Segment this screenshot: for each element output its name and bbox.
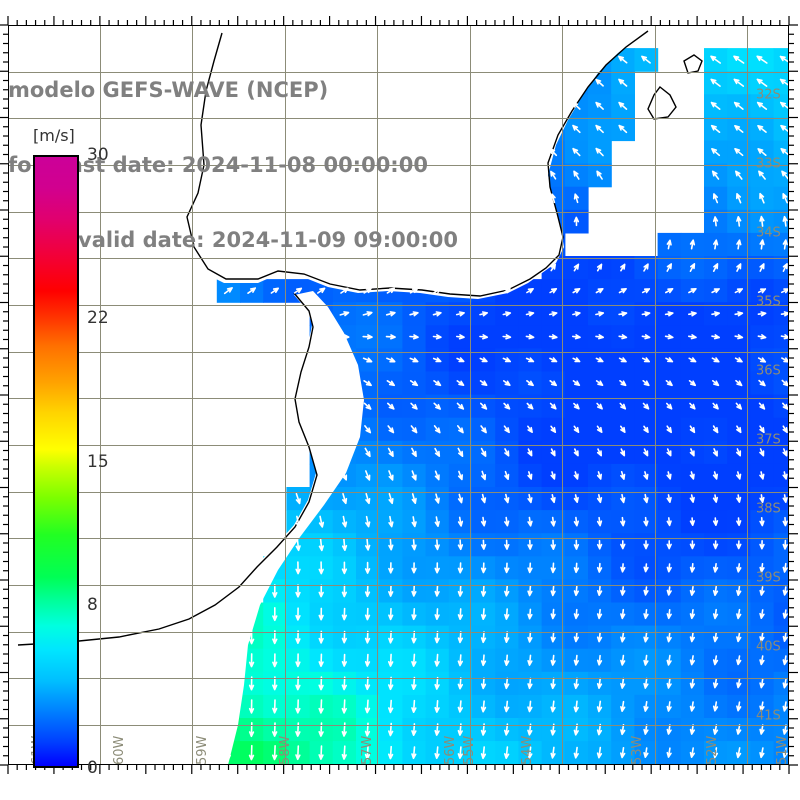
colorbar-gradient[interactable]	[33, 155, 79, 768]
lon-label-59W: 59W	[195, 735, 210, 765]
lat-label-39S: 39S	[756, 570, 781, 586]
lat-label-37S: 37S	[756, 432, 781, 448]
colorbar-tick-30: 30	[87, 145, 109, 165]
lon-label-55W: 55W	[462, 735, 477, 765]
map-canvas	[8, 25, 789, 765]
lon-label-57W: 57W	[360, 735, 375, 765]
lat-label-33S: 33S	[756, 156, 781, 172]
title-valid-date-line: valid date: 2024-11-09 09:00:00	[78, 228, 458, 252]
lat-label-38S: 38S	[756, 501, 781, 517]
colorbar-tick-8: 8	[87, 594, 98, 615]
lat-label-32S: 32S	[756, 87, 781, 103]
lat-label-35S: 35S	[756, 294, 781, 310]
colorbar-tick-22: 22	[87, 308, 109, 329]
title-forecast-date-line: forecast date: 2024-11-08 00:00:00	[8, 153, 428, 177]
map-title-block: modelo GEFS-WAVE (NCEP) forecast date: 2…	[8, 28, 528, 303]
lon-label-51W: 51W	[775, 735, 790, 765]
lat-label-36S: 36S	[756, 363, 781, 379]
title-model-line: modelo GEFS-WAVE (NCEP)	[8, 78, 329, 102]
lat-label-40S: 40S	[756, 639, 781, 655]
colorbar-unit-label: [m/s]	[33, 126, 75, 145]
lon-label-56W: 56W	[443, 735, 458, 765]
lon-label-58W: 58W	[278, 735, 293, 765]
lat-label-34S: 34S	[756, 225, 781, 241]
lon-label-53W: 53W	[630, 735, 645, 765]
colorbar-legend[interactable]: [m/s] 30 22 15 8 0	[33, 126, 109, 778]
colorbar-tick-0: 0	[87, 758, 98, 778]
lon-label-60W: 60W	[112, 735, 127, 765]
lon-label-54W: 54W	[520, 735, 535, 765]
map-plot-area[interactable]	[8, 25, 789, 765]
lon-label-52W: 52W	[705, 735, 720, 765]
landmass	[8, 25, 660, 765]
wind-direction-arrows	[132, 55, 789, 761]
colorbar-tick-15: 15	[87, 451, 109, 472]
lat-label-41S: 41S	[756, 708, 781, 724]
